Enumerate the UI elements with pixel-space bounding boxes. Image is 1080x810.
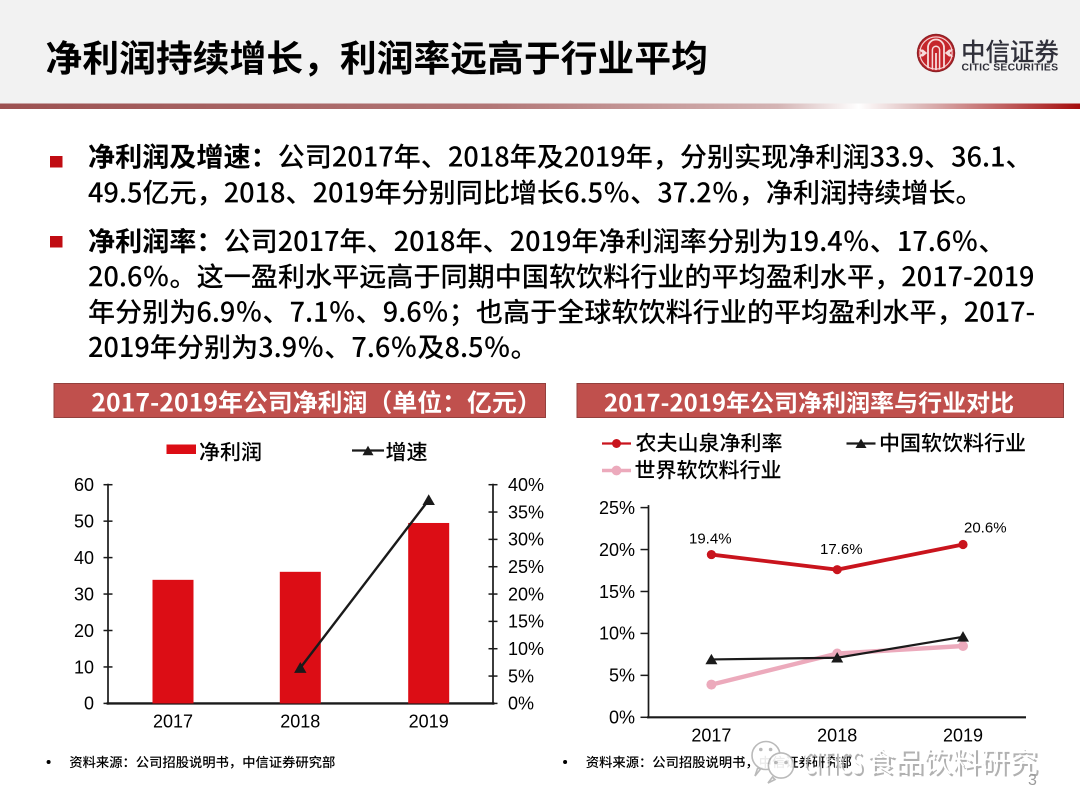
svg-text:20%: 20% xyxy=(508,584,544,604)
svg-text:19.4%: 19.4% xyxy=(689,530,732,547)
svg-text:35%: 35% xyxy=(508,502,544,522)
svg-text:0%: 0% xyxy=(508,694,534,714)
svg-text:10: 10 xyxy=(74,657,94,677)
svg-text:20.6%: 20.6% xyxy=(964,520,1007,537)
svg-text:2018: 2018 xyxy=(817,726,857,746)
svg-text:2017: 2017 xyxy=(691,726,731,746)
svg-text:60: 60 xyxy=(74,475,94,495)
svg-text:17.6%: 17.6% xyxy=(820,541,863,558)
svg-text:30%: 30% xyxy=(508,530,544,550)
svg-text:10%: 10% xyxy=(599,624,635,644)
svg-text:15%: 15% xyxy=(508,612,544,632)
svg-text:2018: 2018 xyxy=(280,712,320,732)
svg-text:25%: 25% xyxy=(508,557,544,577)
svg-text:0: 0 xyxy=(84,694,94,714)
svg-text:40%: 40% xyxy=(508,475,544,495)
svg-text:5%: 5% xyxy=(508,666,534,686)
svg-text:CITIC SECURITIES: CITIC SECURITIES xyxy=(962,62,1059,73)
svg-text:2019: 2019 xyxy=(943,726,983,746)
svg-text:25%: 25% xyxy=(599,498,635,518)
svg-text:3: 3 xyxy=(1028,772,1037,789)
svg-text:10%: 10% xyxy=(508,639,544,659)
svg-text:2019: 2019 xyxy=(409,712,449,732)
svg-text:0%: 0% xyxy=(609,708,635,728)
svg-text:20%: 20% xyxy=(599,540,635,560)
svg-text:5%: 5% xyxy=(609,666,635,686)
svg-text:2017: 2017 xyxy=(153,712,193,732)
svg-text:20: 20 xyxy=(74,621,94,641)
svg-text:15%: 15% xyxy=(599,582,635,602)
svg-text:50: 50 xyxy=(74,511,94,531)
svg-text:30: 30 xyxy=(74,584,94,604)
svg-text:40: 40 xyxy=(74,548,94,568)
